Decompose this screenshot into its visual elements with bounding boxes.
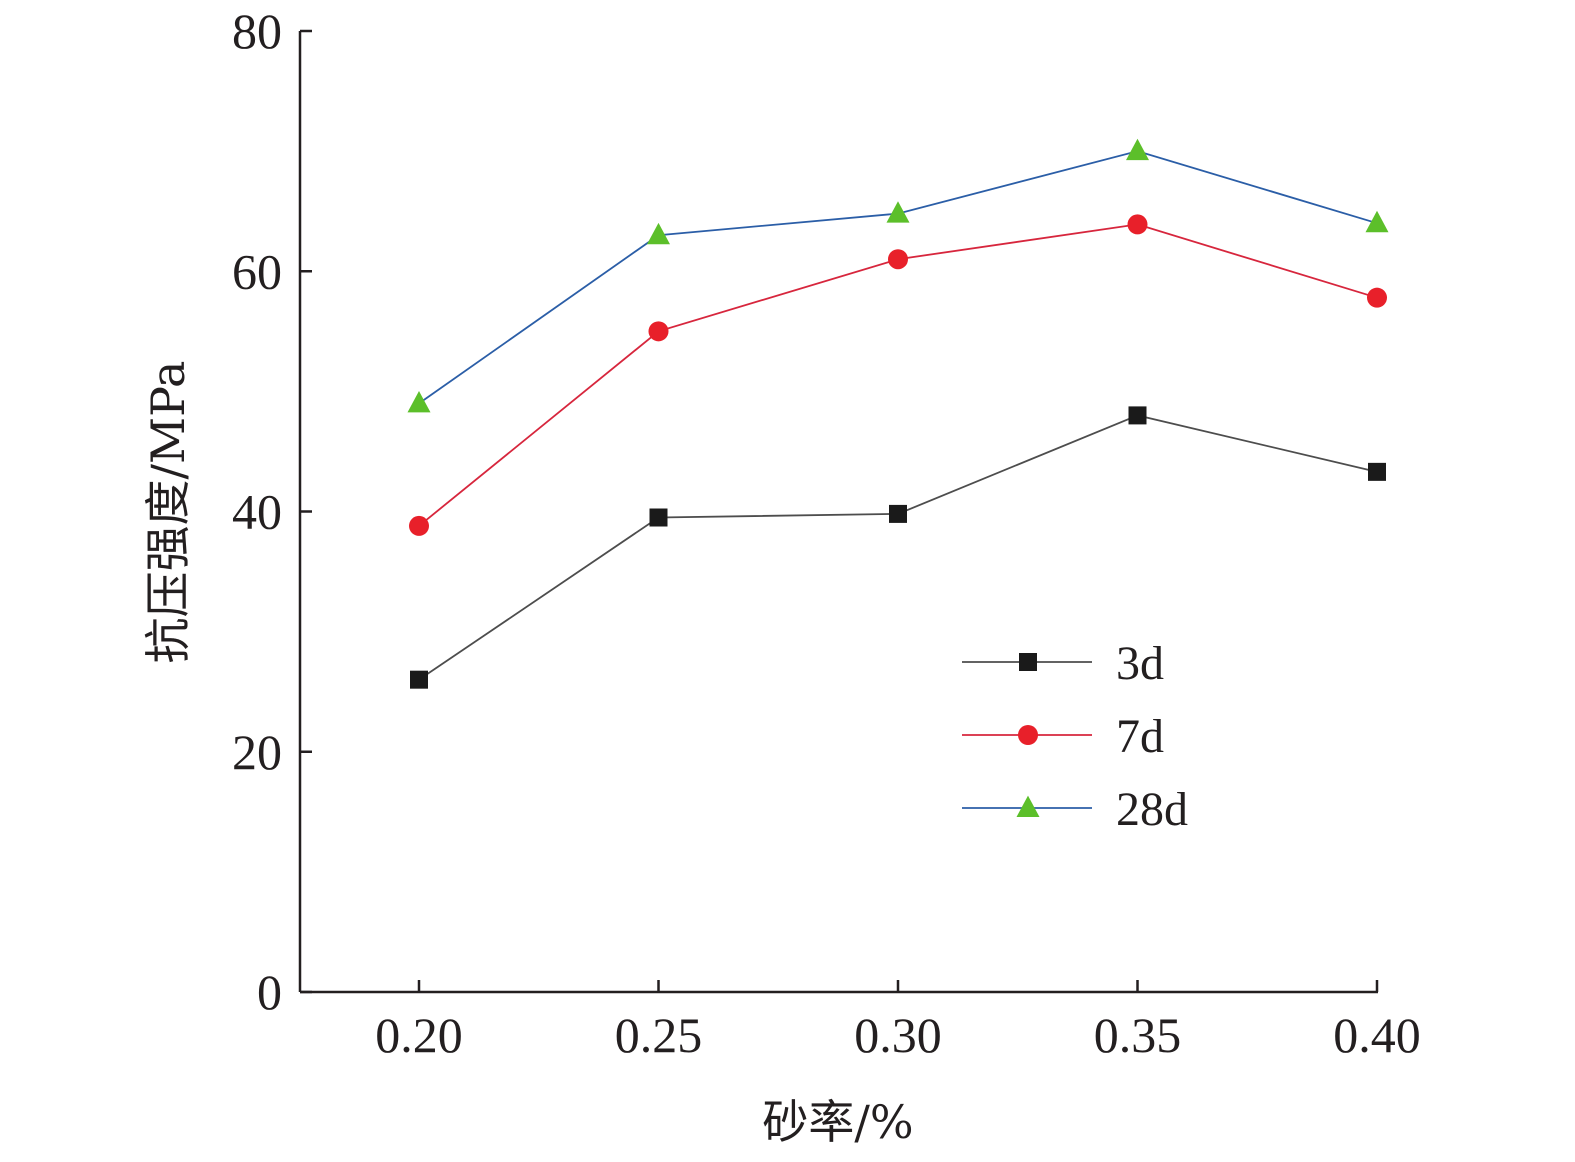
data-point: [409, 515, 429, 536]
legend-marker: [1016, 795, 1040, 817]
legend-marker: [1018, 725, 1038, 745]
y-tick-label: 20: [232, 724, 282, 780]
series-line: [418, 414, 1378, 681]
axes: 0 20 40 60 80 0.20 0.25 0.30 0.35 0.40: [232, 3, 1421, 1063]
series-layer: [407, 138, 1389, 689]
series-3d: [410, 406, 1386, 689]
data-point: [886, 201, 910, 223]
x-tick-label: 0.20: [375, 1007, 463, 1063]
series-7d: [409, 214, 1387, 536]
data-point: [1128, 406, 1147, 425]
data-point: [889, 504, 907, 523]
data-point: [410, 670, 428, 689]
data-point: [888, 249, 908, 270]
x-tick-label: 0.25: [615, 1007, 703, 1063]
y-tick-label: 40: [232, 484, 282, 540]
x-tick-label: 0.40: [1333, 1007, 1421, 1063]
y-tick-label: 80: [232, 3, 282, 59]
data-point: [1126, 138, 1149, 161]
data-point: [407, 390, 431, 413]
data-point: [1365, 210, 1389, 233]
legend-label: 28d: [1116, 783, 1188, 836]
y-tick-label: 60: [232, 243, 282, 299]
x-axis-title: 砂率/%: [762, 1095, 913, 1149]
legend-entry: 28d: [962, 783, 1188, 836]
legend-label: 3d: [1116, 637, 1164, 690]
data-point: [1127, 214, 1148, 235]
y-axis-title: 抗压强度/MPa: [141, 361, 195, 664]
data-point: [649, 508, 668, 527]
legend-marker: [1019, 653, 1037, 671]
legend: 3d 7d 28d: [962, 637, 1188, 836]
y-tick-label: 0: [257, 964, 282, 1020]
legend-label: 7d: [1116, 710, 1164, 763]
x-tick-label: 0.30: [854, 1007, 942, 1063]
data-point: [1368, 462, 1386, 481]
data-point: [647, 222, 670, 245]
series-line: [418, 223, 1378, 527]
x-tick-label: 0.35: [1094, 1007, 1182, 1063]
series-28d: [407, 138, 1389, 413]
legend-entry: 3d: [962, 637, 1164, 690]
data-point: [1367, 287, 1387, 308]
series-line: [418, 150, 1378, 405]
legend-entry: 7d: [962, 710, 1164, 763]
data-point: [648, 321, 669, 342]
